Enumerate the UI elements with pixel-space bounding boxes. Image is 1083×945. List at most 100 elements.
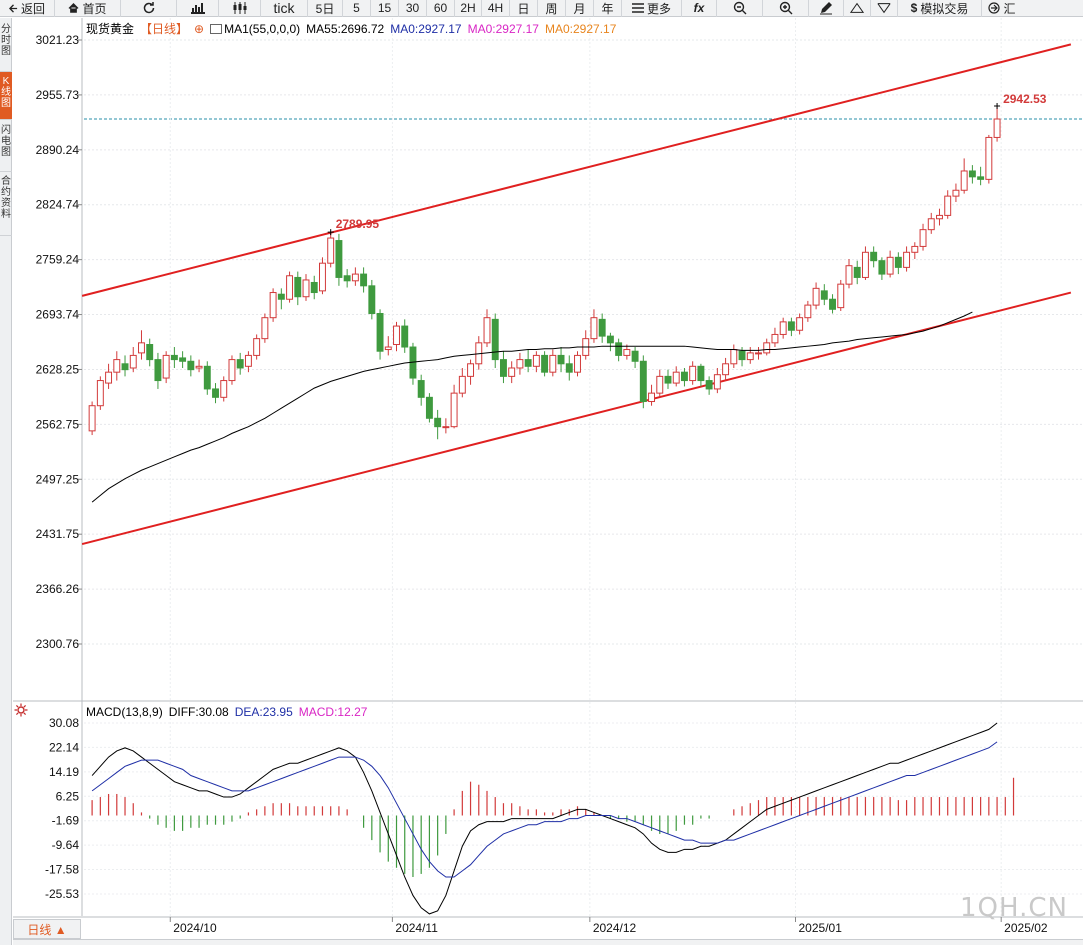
candle[interactable] <box>911 242 919 259</box>
candle[interactable] <box>105 363 113 389</box>
candle[interactable] <box>450 384 458 429</box>
candle[interactable] <box>944 190 952 219</box>
candle[interactable] <box>656 369 664 398</box>
candle[interactable] <box>796 313 804 335</box>
period-2h[interactable]: 2H <box>455 0 482 17</box>
candle[interactable] <box>401 319 409 353</box>
candle[interactable] <box>680 367 688 387</box>
period-30m[interactable]: 30 <box>399 0 427 17</box>
candle[interactable] <box>960 158 968 194</box>
candle[interactable] <box>121 355 129 377</box>
candle[interactable] <box>639 355 647 409</box>
candle[interactable] <box>269 288 277 322</box>
candle[interactable] <box>541 351 549 377</box>
candle[interactable] <box>763 338 771 356</box>
period-year[interactable]: 年 <box>594 0 622 17</box>
channel-lower-line[interactable] <box>81 291 1072 546</box>
period-5m[interactable]: 5 <box>343 0 371 17</box>
candle[interactable] <box>878 257 886 280</box>
candle[interactable] <box>294 271 302 306</box>
candle[interactable] <box>393 321 400 352</box>
candle[interactable] <box>434 409 442 440</box>
candle[interactable] <box>936 208 943 226</box>
candle[interactable] <box>968 165 976 184</box>
period-5d[interactable]: 5日 <box>308 0 343 17</box>
rail-tab-kline[interactable]: K线图 <box>0 72 12 120</box>
candle[interactable] <box>351 267 359 286</box>
candle[interactable] <box>590 309 598 343</box>
candle[interactable] <box>384 336 392 356</box>
candle[interactable] <box>499 351 507 384</box>
candle[interactable] <box>919 223 927 251</box>
candle[interactable] <box>524 349 532 373</box>
formula-button[interactable]: fx <box>682 0 717 17</box>
candle[interactable] <box>302 274 310 301</box>
candle[interactable] <box>508 361 516 384</box>
ma55-polyline[interactable] <box>91 311 973 503</box>
candle[interactable] <box>425 393 433 423</box>
candle[interactable] <box>779 317 787 339</box>
candle[interactable] <box>746 347 754 364</box>
candle[interactable] <box>648 384 656 406</box>
candle[interactable] <box>705 376 713 395</box>
candle[interactable] <box>228 355 236 385</box>
add-indicator-icon[interactable]: ⊕ <box>194 21 205 36</box>
candle[interactable] <box>319 257 326 295</box>
candle[interactable] <box>606 332 614 352</box>
candle[interactable] <box>631 347 639 368</box>
rail-tab-contract[interactable]: 合约资料 <box>0 172 12 236</box>
candle[interactable] <box>903 246 911 272</box>
gear-icon[interactable] <box>14 703 28 717</box>
candle[interactable] <box>368 279 376 320</box>
candle[interactable] <box>557 347 565 373</box>
candle[interactable] <box>820 284 828 306</box>
back-button[interactable]: 返回 <box>0 0 55 17</box>
candle[interactable] <box>927 212 935 234</box>
candle[interactable] <box>829 294 836 314</box>
candle-style-button[interactable] <box>219 0 261 17</box>
candle[interactable] <box>870 246 878 268</box>
zoom-out-button[interactable] <box>717 0 763 17</box>
period-60m[interactable]: 60 <box>427 0 455 17</box>
candle[interactable] <box>179 351 187 368</box>
candle[interactable] <box>689 361 697 385</box>
candle[interactable] <box>861 246 869 280</box>
sim-trade-button[interactable]: $ 模拟交易 <box>898 0 982 17</box>
candle[interactable] <box>187 355 195 377</box>
draw-tool-button[interactable] <box>809 0 844 17</box>
triangle-down-button[interactable] <box>871 0 898 17</box>
candle[interactable] <box>804 300 812 322</box>
period-15m[interactable]: 15 <box>371 0 399 17</box>
candle[interactable] <box>253 334 261 360</box>
candle[interactable] <box>787 317 795 337</box>
candle[interactable] <box>837 279 845 311</box>
candle[interactable] <box>730 344 738 368</box>
candle[interactable] <box>310 275 318 300</box>
triangle-up-button[interactable] <box>844 0 871 17</box>
candle[interactable] <box>598 313 606 343</box>
diff-line[interactable] <box>91 722 998 915</box>
candle[interactable] <box>952 183 960 202</box>
candle[interactable] <box>574 351 581 377</box>
candle[interactable] <box>170 347 178 368</box>
candle[interactable] <box>582 330 590 360</box>
candle[interactable] <box>722 357 730 381</box>
period-tick[interactable]: tick <box>261 0 308 17</box>
candle[interactable] <box>162 351 170 384</box>
candle[interactable] <box>853 260 861 285</box>
candle[interactable] <box>376 309 384 360</box>
candle[interactable] <box>146 338 154 367</box>
home-button[interactable]: 首页 <box>55 0 121 17</box>
indicator-button[interactable] <box>177 0 219 17</box>
dea-line[interactable] <box>91 741 998 878</box>
zoom-in-button[interactable] <box>763 0 809 17</box>
ma-settings-icon[interactable] <box>210 23 223 34</box>
candle[interactable] <box>467 359 475 385</box>
candle[interactable] <box>417 374 425 406</box>
candle[interactable] <box>343 269 351 288</box>
candle[interactable] <box>244 351 252 373</box>
candle[interactable] <box>212 383 219 404</box>
candle[interactable] <box>96 376 104 410</box>
period-4h[interactable]: 4H <box>482 0 510 17</box>
candle[interactable] <box>360 267 368 293</box>
